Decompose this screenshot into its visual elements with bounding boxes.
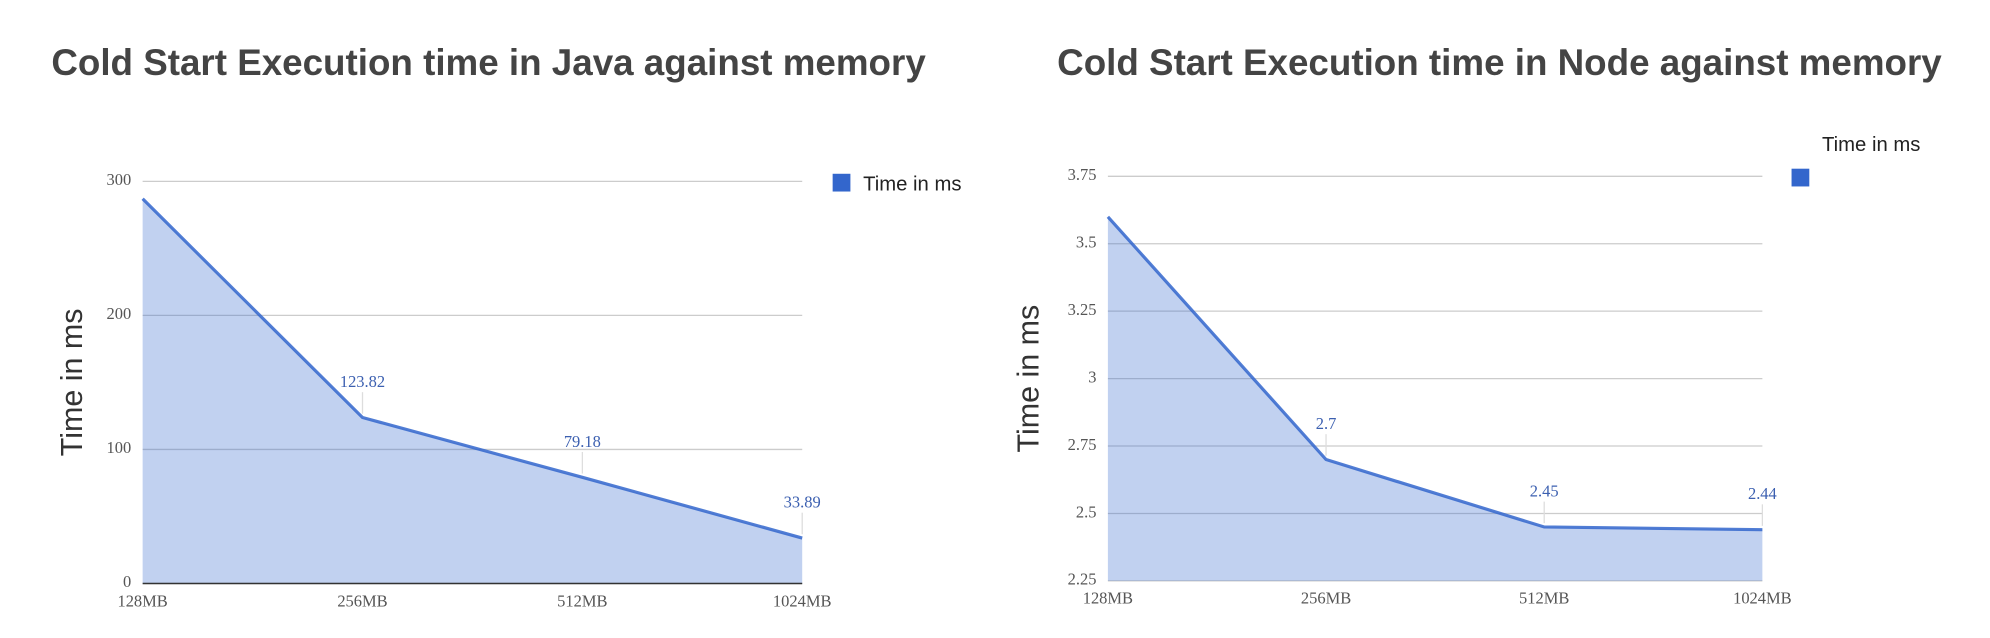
data-label: 2.44 (1748, 484, 1777, 503)
x-tick-label: 256MB (1301, 589, 1351, 608)
data-label: 2.45 (1530, 482, 1559, 501)
y-tick-label: 2.5 (1076, 502, 1097, 521)
area (142, 198, 803, 584)
x-tick-label: 512MB (557, 591, 607, 610)
data-label: 79.18 (564, 432, 601, 451)
y-tick-label: 0 (123, 572, 131, 591)
line (1106, 215, 1763, 532)
y-tick-label: 2.25 (1068, 570, 1097, 589)
data-label: 33.89 (784, 493, 821, 512)
line (141, 197, 803, 540)
legend-label: Time in ms (863, 174, 961, 196)
y-tick-label: 3.25 (1068, 300, 1097, 319)
y-tick-label: 2.75 (1068, 435, 1097, 454)
y-axis-title: Time in ms (1012, 305, 1046, 453)
x-tick-label: 128MB (1083, 589, 1133, 608)
y-tick-label: 3.75 (1068, 165, 1097, 184)
y-tick-label: 3.5 (1076, 233, 1097, 252)
data-label: 2.7 (1316, 414, 1337, 433)
x-tick-label: 512MB (1519, 589, 1569, 608)
legend-swatch (1791, 168, 1810, 187)
y-axis-title: Time in ms (55, 309, 89, 457)
y-tick-label: 200 (107, 304, 132, 323)
y-tick-label: 3 (1088, 367, 1096, 386)
y-tick-label: 100 (107, 438, 132, 457)
area (1107, 216, 1763, 581)
chart-title: Cold Start Execution time in Java agains… (51, 42, 926, 83)
data-label: 123.82 (340, 372, 385, 391)
legend-label: Time in ms (1822, 134, 1920, 156)
chart-title: Cold Start Execution time in Node agains… (1057, 42, 1942, 83)
x-tick-label: 128MB (117, 591, 167, 610)
legend-swatch (832, 173, 851, 192)
x-tick-label: 1024MB (1733, 589, 1792, 608)
y-tick-label: 300 (107, 170, 132, 189)
x-tick-label: 256MB (337, 591, 387, 610)
x-tick-label: 1024MB (773, 591, 832, 610)
